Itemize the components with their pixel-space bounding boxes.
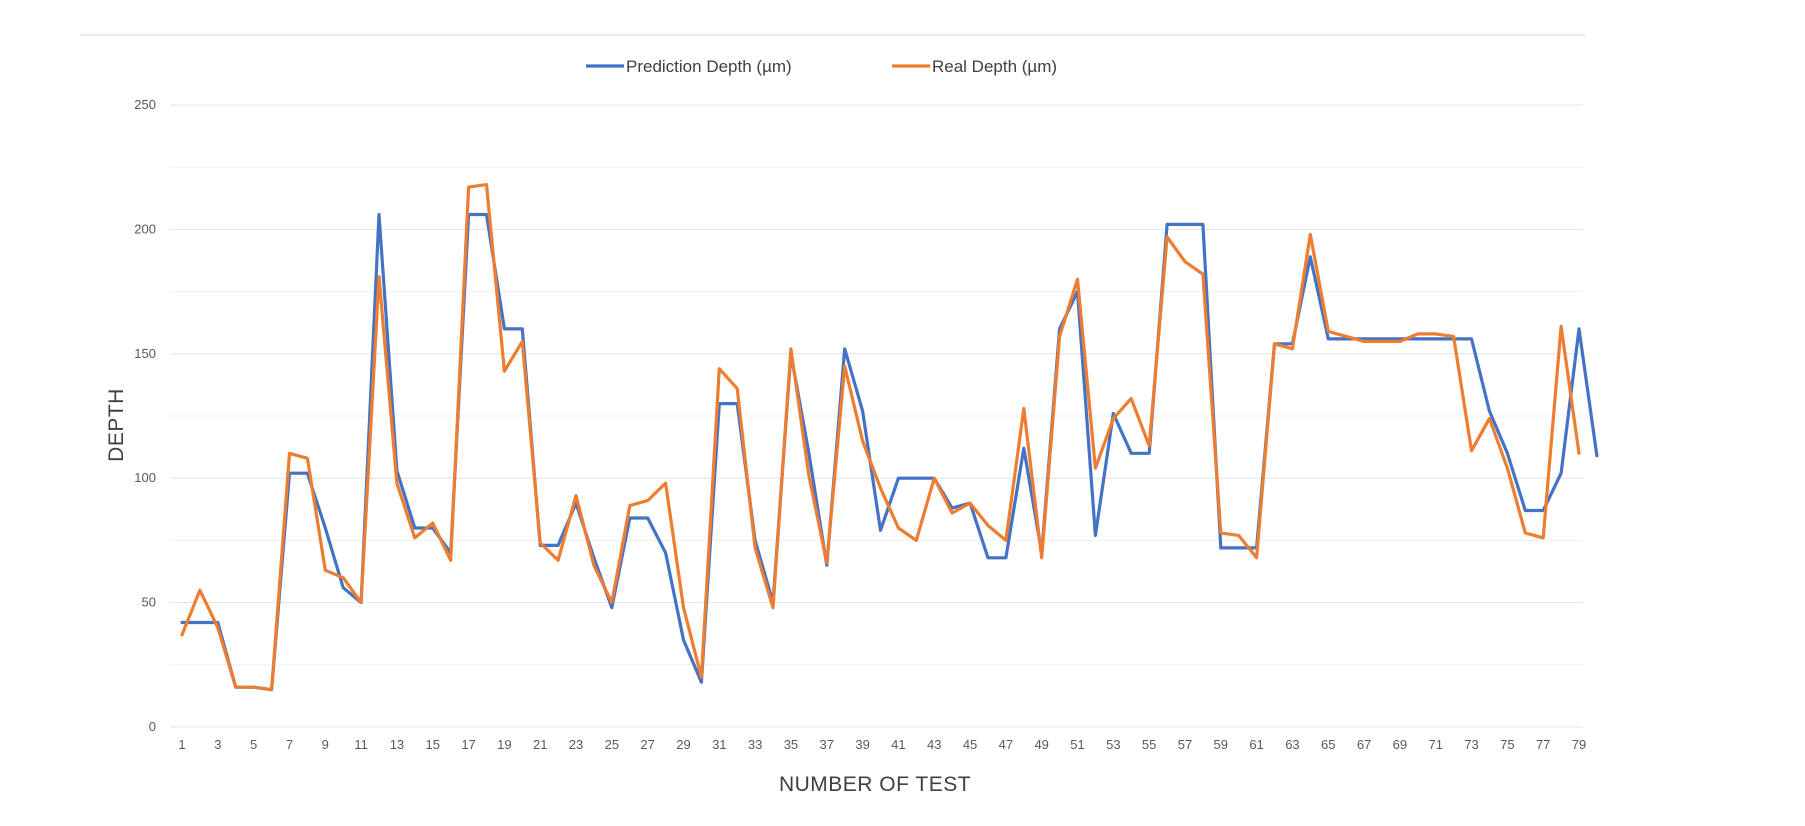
x-tick-label: 35: [784, 737, 798, 752]
x-tick-label: 31: [712, 737, 726, 752]
x-tick-label: 39: [855, 737, 869, 752]
x-tick-label: 61: [1249, 737, 1263, 752]
x-tick-label: 41: [891, 737, 905, 752]
y-tick-label: 200: [134, 221, 156, 236]
legend-item-real-depth: Real Depth (µm): [892, 57, 1057, 76]
x-tick-label: 69: [1393, 737, 1407, 752]
x-tick-label: 45: [963, 737, 977, 752]
x-tick-label: 11: [354, 737, 368, 752]
x-tick-label: 55: [1142, 737, 1156, 752]
x-tick-label: 63: [1285, 737, 1299, 752]
x-tick-label: 3: [214, 737, 221, 752]
x-tick-label: 33: [748, 737, 762, 752]
y-tick-label: 150: [134, 346, 156, 361]
x-tick-label: 27: [640, 737, 654, 752]
x-tick-label: 51: [1070, 737, 1084, 752]
x-tick-label: 7: [286, 737, 293, 752]
y-axis-title: DEPTH: [105, 388, 128, 462]
x-tick-label: 23: [569, 737, 583, 752]
x-tick-label: 21: [533, 737, 547, 752]
x-tick-label: 59: [1214, 737, 1228, 752]
series-line-real-depth: [180, 183, 1581, 692]
x-axis-ticks: 1 3 5 7 9 11 13 15 17 19 21 23 25 27 29 31 33 35 37 39 41 43 4…: [178, 737, 1586, 752]
x-tick-label: 19: [497, 737, 511, 752]
x-axis-title: NUMBER OF TEST: [779, 773, 971, 796]
x-tick-label: 53: [1106, 737, 1120, 752]
x-tick-label: 5: [250, 737, 257, 752]
legend: Prediction Depth (µm) Real Depth (µm): [586, 57, 1057, 76]
x-tick-label: 49: [1034, 737, 1048, 752]
y-tick-label: 250: [134, 97, 156, 112]
x-tick-label: 9: [322, 737, 329, 752]
series-lines: [180, 183, 1599, 692]
x-tick-label: 17: [461, 737, 475, 752]
x-tick-label: 79: [1572, 737, 1586, 752]
y-tick-label: 50: [142, 595, 156, 610]
gridlines: [170, 104, 1583, 728]
y-axis-ticks: 0 50 100 150 200 250: [134, 97, 156, 734]
legend-label: Real Depth (µm): [932, 57, 1057, 76]
x-tick-label: 65: [1321, 737, 1335, 752]
x-tick-label: 1: [178, 737, 185, 752]
x-tick-label: 67: [1357, 737, 1371, 752]
x-tick-label: 29: [676, 737, 690, 752]
x-tick-label: 75: [1500, 737, 1514, 752]
x-tick-label: 73: [1464, 737, 1478, 752]
legend-label: Prediction Depth (µm): [626, 57, 792, 76]
y-tick-label: 100: [134, 470, 156, 485]
x-tick-label: 15: [426, 737, 440, 752]
y-tick-label: 0: [149, 719, 156, 734]
x-tick-label: 13: [390, 737, 404, 752]
x-tick-label: 47: [999, 737, 1013, 752]
x-tick-label: 25: [605, 737, 619, 752]
x-tick-label: 71: [1428, 737, 1442, 752]
legend-item-prediction-depth: Prediction Depth (µm): [586, 57, 792, 76]
x-tick-label: 57: [1178, 737, 1192, 752]
x-tick-label: 37: [820, 737, 834, 752]
x-tick-label: 77: [1536, 737, 1550, 752]
x-tick-label: 43: [927, 737, 941, 752]
